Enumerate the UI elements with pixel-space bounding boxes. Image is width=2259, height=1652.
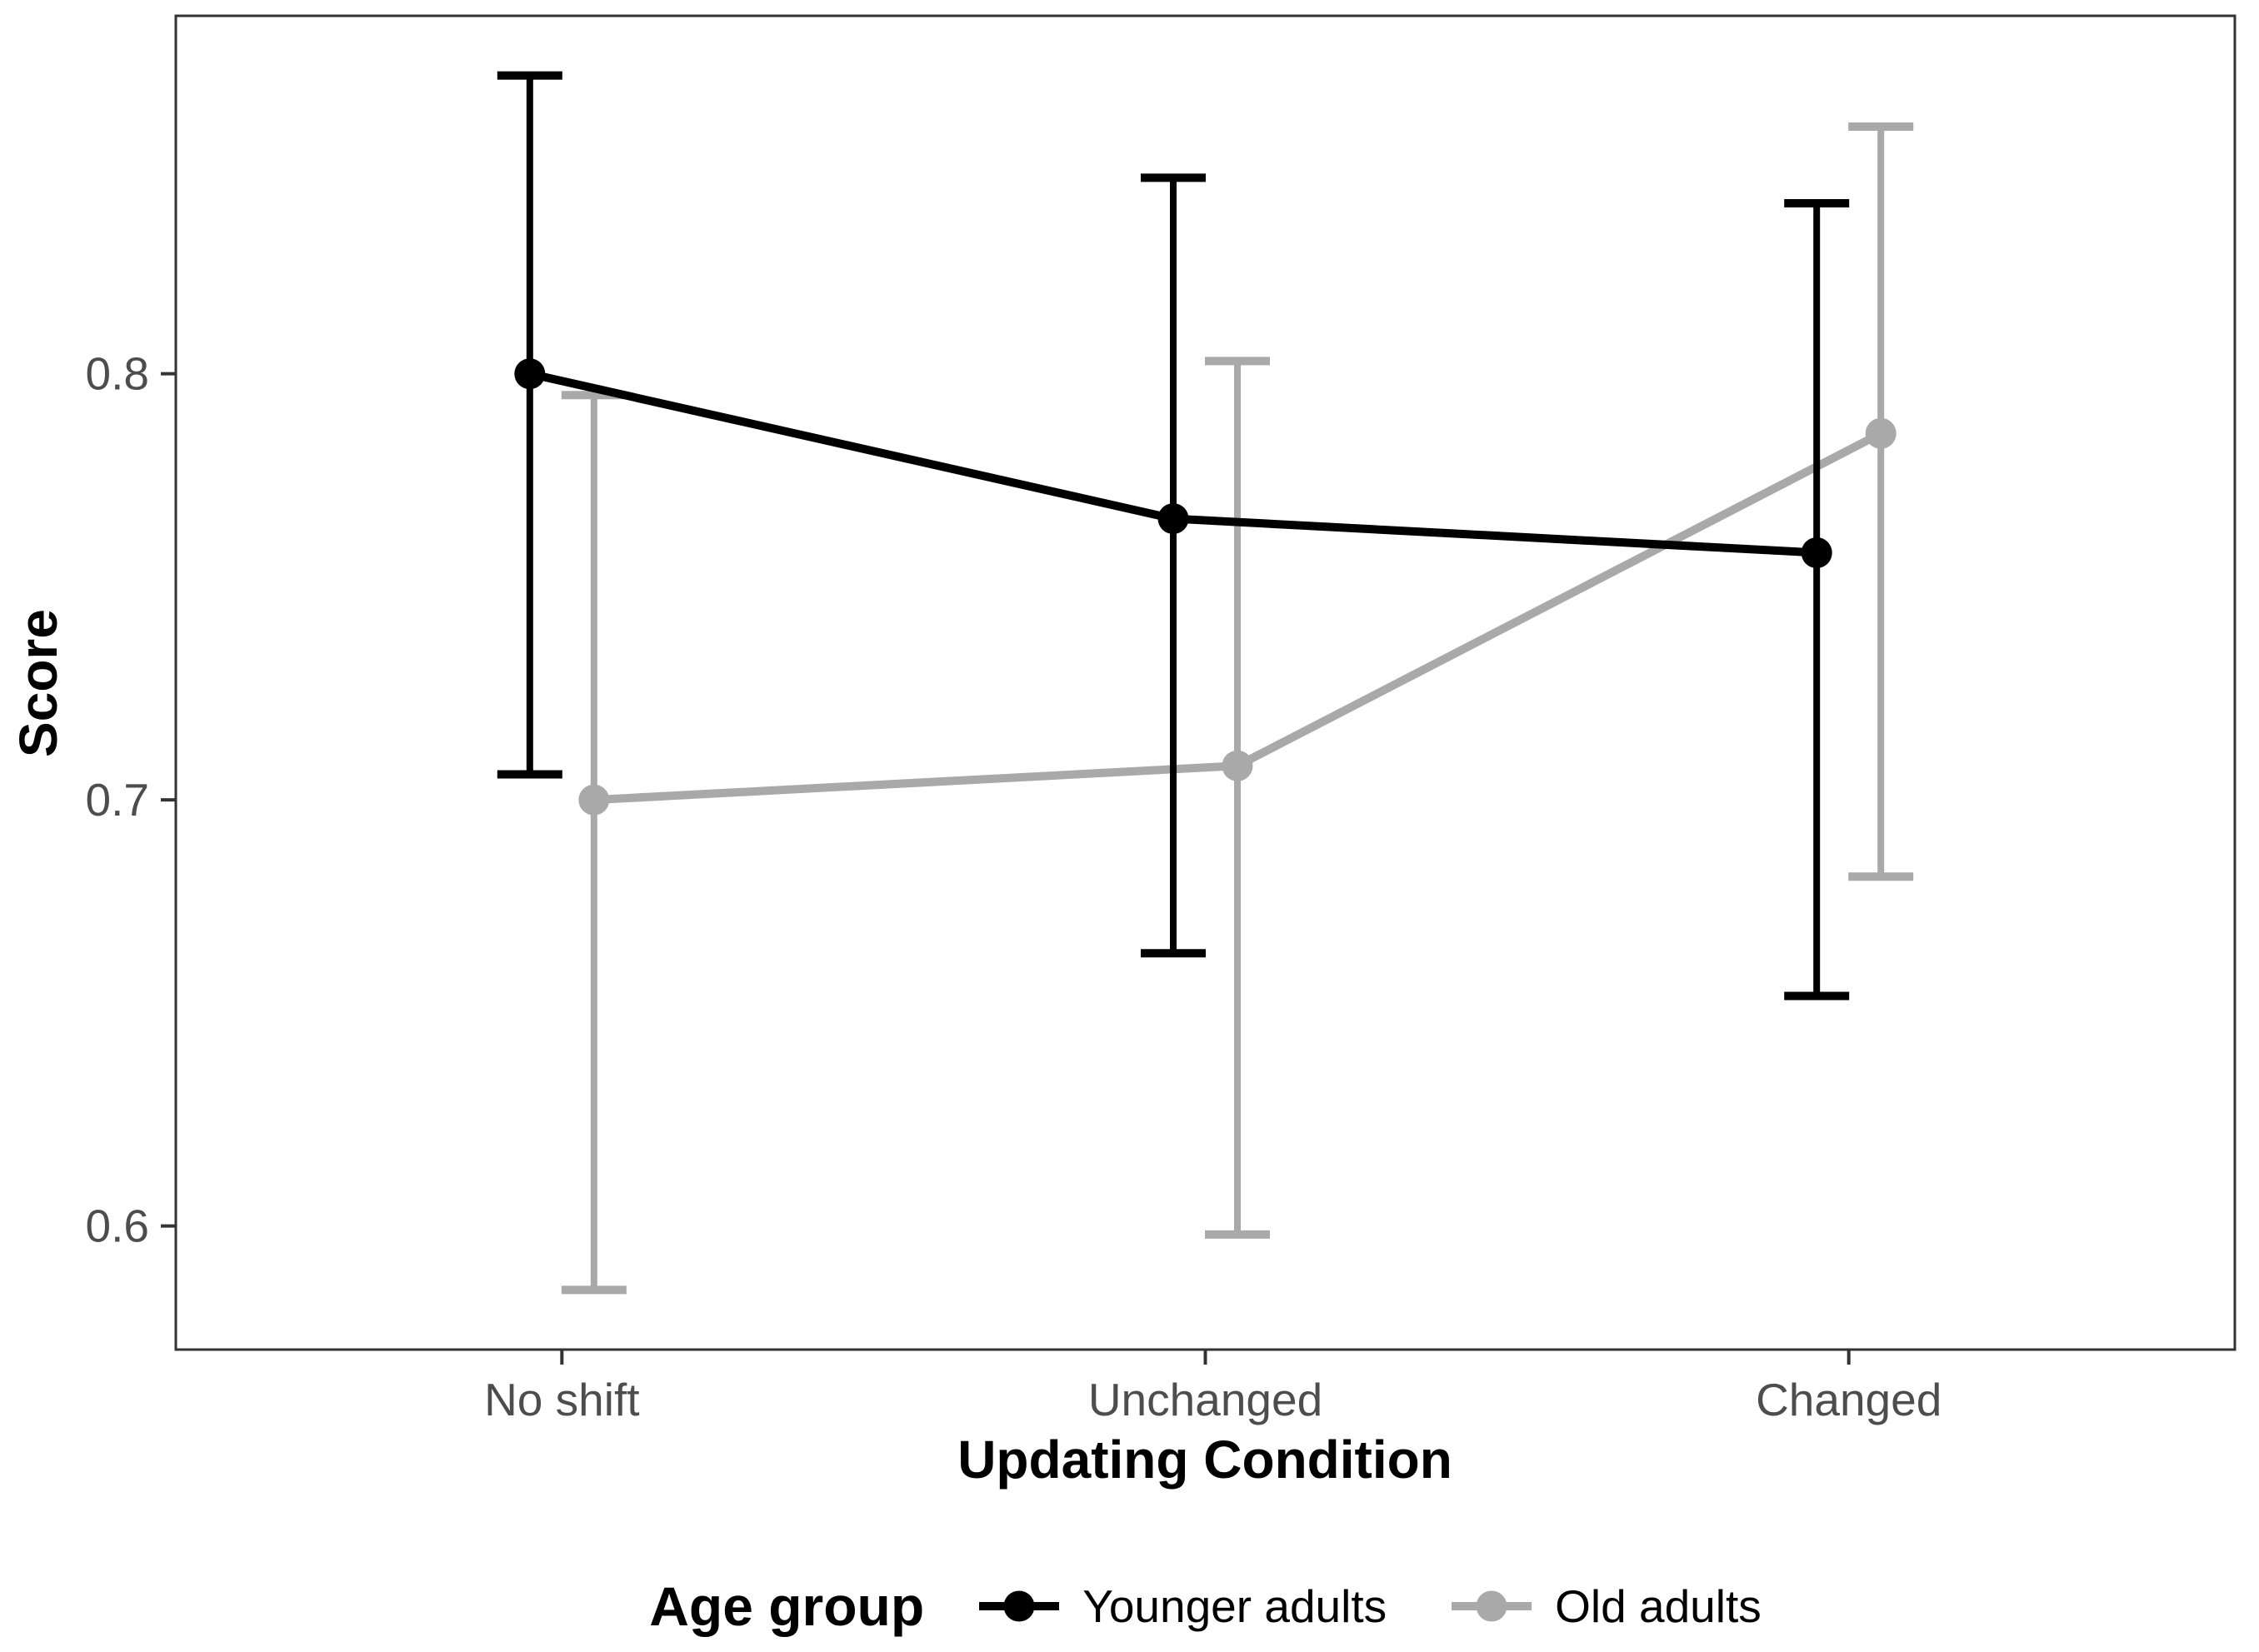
legend-title: Age group bbox=[649, 1575, 925, 1637]
legend: Age group Younger adults Old adults bbox=[176, 1575, 2235, 1638]
legend-key-icon bbox=[1452, 1590, 1532, 1622]
x-axis-title: Updating Condition bbox=[957, 1430, 1452, 1490]
y-tick-label: 0.7 bbox=[86, 774, 149, 826]
y-tick-label: 0.6 bbox=[86, 1200, 149, 1252]
legend-item: Old adults bbox=[1452, 1580, 1762, 1633]
data-point bbox=[1801, 537, 1832, 568]
data-point bbox=[578, 784, 610, 816]
panel-border bbox=[174, 14, 2237, 1351]
legend-item: Younger adults bbox=[979, 1580, 1387, 1633]
legend-items: Younger adults Old adults bbox=[964, 1580, 1762, 1633]
x-tick-label: No shift bbox=[484, 1374, 639, 1425]
legend-item-label: Old adults bbox=[1555, 1580, 1762, 1632]
data-point bbox=[1157, 503, 1189, 535]
x-tick-label: Unchanged bbox=[1088, 1374, 1322, 1425]
data-point bbox=[1865, 417, 1897, 449]
y-tick-label: 0.8 bbox=[86, 348, 149, 400]
legend-key-icon bbox=[979, 1590, 1060, 1622]
legend-item-label: Younger adults bbox=[1082, 1580, 1387, 1632]
data-point bbox=[1222, 750, 1253, 781]
data-point bbox=[514, 358, 546, 390]
y-axis-title: Score bbox=[8, 609, 68, 757]
x-tick-label: Changed bbox=[1756, 1374, 1942, 1425]
